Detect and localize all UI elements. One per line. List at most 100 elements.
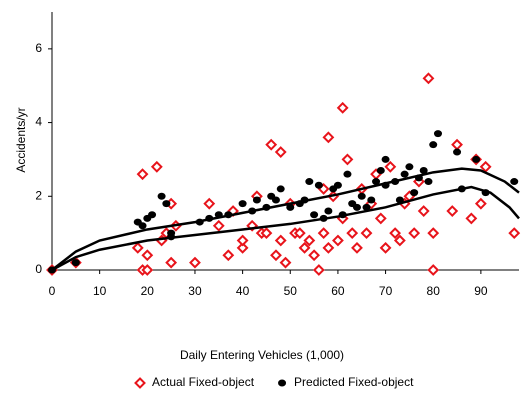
point: [417, 205, 430, 217]
point: [333, 181, 342, 189]
point: [357, 192, 366, 200]
point: [189, 256, 201, 269]
point: [71, 259, 80, 267]
point: [376, 166, 385, 174]
point: [510, 178, 519, 186]
point: [453, 148, 462, 156]
point: [322, 131, 335, 144]
point: [405, 163, 414, 171]
point: [362, 203, 371, 211]
point: [384, 160, 397, 173]
x-tick-label: 40: [236, 284, 250, 298]
point: [310, 211, 319, 219]
point: [298, 241, 311, 254]
y-tick-label: 0: [35, 262, 42, 276]
y-axis-label: Accidents/yr: [14, 107, 28, 172]
x-tick-label: 70: [379, 284, 393, 298]
point: [446, 205, 459, 217]
point: [424, 178, 433, 186]
point: [141, 249, 154, 262]
point: [317, 227, 330, 240]
point: [379, 241, 392, 254]
point: [351, 241, 363, 254]
point: [465, 212, 478, 225]
point: [157, 192, 166, 200]
point: [451, 138, 463, 151]
point: [141, 264, 154, 276]
point: [381, 155, 390, 163]
x-tick-label: 30: [188, 284, 202, 298]
legend-label: Actual Fixed-object: [152, 375, 255, 389]
point: [236, 241, 249, 254]
fit-curve: [51, 185, 520, 272]
point: [274, 146, 287, 158]
point: [252, 196, 261, 204]
x-tick-label: 50: [284, 284, 298, 298]
point: [346, 227, 359, 240]
point: [314, 181, 323, 189]
x-tick-label: 0: [49, 284, 56, 298]
point: [293, 227, 306, 240]
point: [429, 141, 438, 149]
point: [322, 241, 335, 254]
y-tick-label: 2: [35, 188, 42, 202]
point: [212, 219, 225, 232]
point: [422, 72, 435, 85]
x-tick-label: 10: [93, 284, 107, 298]
point: [372, 178, 381, 186]
point: [400, 170, 409, 178]
point: [136, 168, 149, 181]
point: [271, 196, 280, 204]
point: [427, 264, 440, 276]
point: [410, 189, 419, 197]
point: [312, 264, 325, 276]
point: [393, 234, 406, 247]
x-tick-label: 20: [141, 284, 155, 298]
point: [303, 234, 316, 247]
legend-marker: [278, 379, 287, 387]
point: [276, 185, 285, 193]
point: [360, 227, 373, 240]
point: [167, 229, 176, 237]
point: [165, 256, 178, 269]
legend-label: Predicted Fixed-object: [294, 375, 414, 389]
y-tick-label: 6: [35, 41, 42, 55]
point: [374, 212, 387, 225]
fit-curve: [51, 167, 520, 271]
point: [352, 203, 361, 211]
point: [324, 207, 333, 215]
point: [332, 234, 344, 247]
point: [408, 227, 421, 240]
point: [479, 160, 492, 173]
y-tick-label: 4: [35, 115, 42, 129]
point: [508, 227, 521, 240]
point: [389, 227, 402, 240]
point: [308, 249, 321, 262]
point: [270, 249, 282, 262]
point: [222, 249, 235, 262]
x-tick-label: 60: [331, 284, 345, 298]
point: [279, 256, 292, 269]
point: [336, 101, 349, 114]
point: [236, 234, 249, 247]
point: [162, 200, 171, 208]
point: [433, 130, 442, 138]
point: [419, 166, 428, 174]
point: [341, 153, 354, 166]
point: [427, 227, 440, 240]
point: [474, 197, 487, 210]
point: [286, 203, 295, 211]
point: [343, 170, 352, 178]
point: [138, 222, 147, 230]
point: [305, 178, 314, 186]
x-tick-label: 90: [474, 284, 488, 298]
point: [274, 234, 287, 247]
x-axis-label: Daily Entering Vehicles (1,000): [180, 348, 344, 362]
legend-marker: [134, 377, 146, 389]
point: [238, 200, 247, 208]
point: [150, 160, 163, 173]
point: [148, 211, 157, 219]
x-tick-label: 80: [427, 284, 441, 298]
point: [472, 155, 481, 163]
